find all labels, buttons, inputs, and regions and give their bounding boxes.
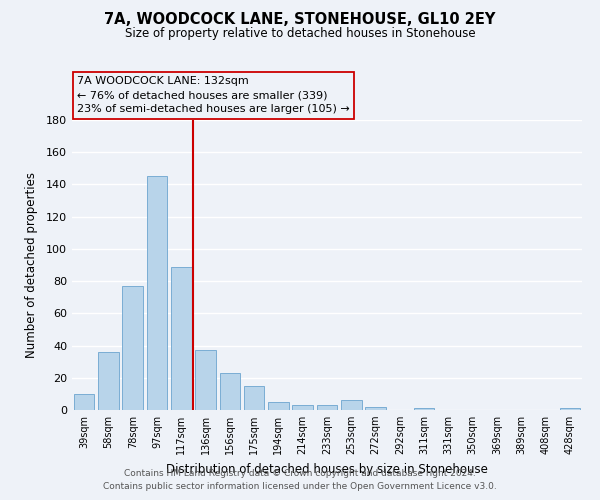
Bar [244,386,265,410]
Bar [122,286,143,410]
Bar [220,373,240,410]
Bar [98,352,119,410]
Bar [74,394,94,410]
Bar [365,407,386,410]
Text: Contains public sector information licensed under the Open Government Licence v3: Contains public sector information licen… [103,482,497,491]
Bar [341,400,362,410]
Text: Contains HM Land Registry data © Crown copyright and database right 2024.: Contains HM Land Registry data © Crown c… [124,468,476,477]
Bar [195,350,216,410]
Bar [317,405,337,410]
X-axis label: Distribution of detached houses by size in Stonehouse: Distribution of detached houses by size … [166,462,488,475]
Bar [268,402,289,410]
Text: 7A, WOODCOCK LANE, STONEHOUSE, GL10 2EY: 7A, WOODCOCK LANE, STONEHOUSE, GL10 2EY [104,12,496,28]
Bar [560,408,580,410]
Text: 7A WOODCOCK LANE: 132sqm
← 76% of detached houses are smaller (339)
23% of semi-: 7A WOODCOCK LANE: 132sqm ← 76% of detach… [77,76,350,114]
Bar [414,408,434,410]
Y-axis label: Number of detached properties: Number of detached properties [25,172,38,358]
Text: Size of property relative to detached houses in Stonehouse: Size of property relative to detached ho… [125,28,475,40]
Bar [292,405,313,410]
Bar [171,266,191,410]
Bar [146,176,167,410]
